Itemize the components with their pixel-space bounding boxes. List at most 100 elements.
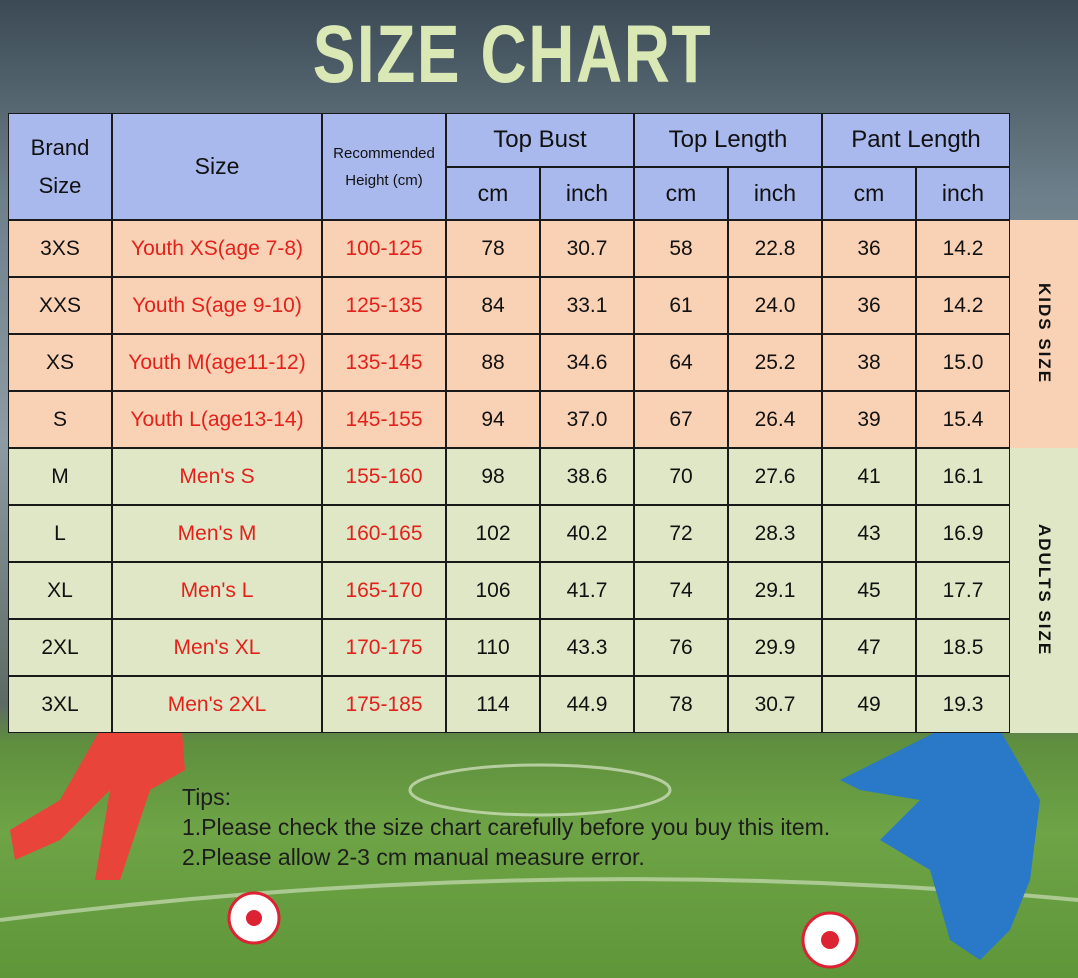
tips: Tips: 1.Please check the size chart care…: [182, 782, 830, 872]
table-cell: 47: [822, 619, 916, 676]
ball: [227, 891, 281, 945]
table-cell: 30.7: [540, 220, 634, 277]
table-cell: 14.2: [916, 277, 1010, 334]
table-cell: 28.3: [728, 505, 822, 562]
table-cell: 27.6: [728, 448, 822, 505]
tip-line: 2.Please allow 2-3 cm manual measure err…: [182, 844, 645, 870]
table-cell: XS: [8, 334, 112, 391]
header-group: Top Length: [634, 113, 822, 167]
table-cell: 135-145: [322, 334, 446, 391]
table-cell: 98: [446, 448, 540, 505]
table-cell: 38.6: [540, 448, 634, 505]
table-cell: Men's 2XL: [112, 676, 322, 733]
table-cell: 100-125: [322, 220, 446, 277]
table-cell: 110: [446, 619, 540, 676]
table-cell: 84: [446, 277, 540, 334]
side-label: KIDS SIZE: [1010, 220, 1078, 448]
table-cell: 16.1: [916, 448, 1010, 505]
table-cell: 175-185: [322, 676, 446, 733]
table-cell: 26.4: [728, 391, 822, 448]
header-group: Pant Length: [822, 113, 1010, 167]
table-cell: Youth M(age11-12): [112, 334, 322, 391]
table-cell: 78: [634, 676, 728, 733]
unit-cell: cm: [822, 167, 916, 220]
table-cell: 29.9: [728, 619, 822, 676]
table-cell: 155-160: [322, 448, 446, 505]
table-cell: XL: [8, 562, 112, 619]
table-cell: 29.1: [728, 562, 822, 619]
table-cell: 14.2: [916, 220, 1010, 277]
table-cell: 61: [634, 277, 728, 334]
header-cell: Brand Size: [8, 113, 112, 220]
table-cell: 43: [822, 505, 916, 562]
table-cell: L: [8, 505, 112, 562]
table-cell: Youth S(age 9-10): [112, 277, 322, 334]
tips-title: Tips:: [182, 784, 231, 810]
table-cell: 45: [822, 562, 916, 619]
title: SIZE CHART: [312, 9, 713, 100]
table-cell: 40.2: [540, 505, 634, 562]
header-group: Top Bust: [446, 113, 634, 167]
table-cell: 88: [446, 334, 540, 391]
table-cell: 15.0: [916, 334, 1010, 391]
table-cell: 15.4: [916, 391, 1010, 448]
table-cell: 70: [634, 448, 728, 505]
table-cell: 2XL: [8, 619, 112, 676]
ball: [801, 911, 859, 969]
table-cell: 19.3: [916, 676, 1010, 733]
table-cell: S: [8, 391, 112, 448]
table-cell: 78: [446, 220, 540, 277]
table-cell: Youth L(age13-14): [112, 391, 322, 448]
side-label: ADULTS SIZE: [1010, 448, 1078, 733]
unit-cell: cm: [446, 167, 540, 220]
table-cell: 3XL: [8, 676, 112, 733]
table-cell: 114: [446, 676, 540, 733]
table-cell: 74: [634, 562, 728, 619]
table-cell: 72: [634, 505, 728, 562]
table-cell: 41.7: [540, 562, 634, 619]
table-cell: 3XS: [8, 220, 112, 277]
table-cell: 16.9: [916, 505, 1010, 562]
table-cell: 125-135: [322, 277, 446, 334]
unit-cell: inch: [540, 167, 634, 220]
table-cell: 30.7: [728, 676, 822, 733]
table-cell: 22.8: [728, 220, 822, 277]
table-cell: 58: [634, 220, 728, 277]
tip-line: 1.Please check the size chart carefully …: [182, 814, 831, 840]
table-cell: Men's S: [112, 448, 322, 505]
table-cell: 64: [634, 334, 728, 391]
table-cell: 170-175: [322, 619, 446, 676]
table-cell: 36: [822, 220, 916, 277]
table-cell: 44.9: [540, 676, 634, 733]
table-cell: XXS: [8, 277, 112, 334]
table-cell: 39: [822, 391, 916, 448]
table-cell: M: [8, 448, 112, 505]
unit-cell: inch: [916, 167, 1010, 220]
table-cell: Men's L: [112, 562, 322, 619]
table-cell: 94: [446, 391, 540, 448]
table-cell: 34.6: [540, 334, 634, 391]
table-cell: 49: [822, 676, 916, 733]
table-cell: 37.0: [540, 391, 634, 448]
table-cell: 25.2: [728, 334, 822, 391]
table-cell: 76: [634, 619, 728, 676]
table-cell: 36: [822, 277, 916, 334]
table-cell: 18.5: [916, 619, 1010, 676]
table-cell: 145-155: [322, 391, 446, 448]
table-cell: 67: [634, 391, 728, 448]
table-cell: 102: [446, 505, 540, 562]
unit-cell: cm: [634, 167, 728, 220]
table-cell: 165-170: [322, 562, 446, 619]
header-cell: Recommended Height (cm): [322, 113, 446, 220]
table-cell: 24.0: [728, 277, 822, 334]
table-cell: 17.7: [916, 562, 1010, 619]
table-cell: 33.1: [540, 277, 634, 334]
table-cell: 38: [822, 334, 916, 391]
table-cell: 160-165: [322, 505, 446, 562]
table-cell: Men's XL: [112, 619, 322, 676]
table-cell: Youth XS(age 7-8): [112, 220, 322, 277]
unit-cell: inch: [728, 167, 822, 220]
table-cell: Men's M: [112, 505, 322, 562]
table-cell: 43.3: [540, 619, 634, 676]
